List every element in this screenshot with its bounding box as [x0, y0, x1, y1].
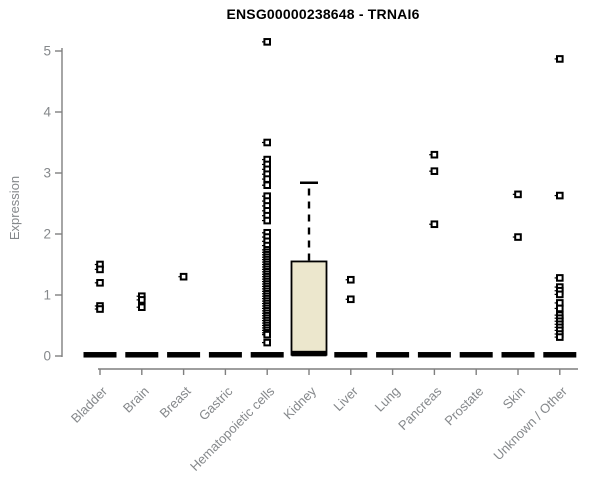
median-bar: [250, 352, 284, 358]
median-bar: [167, 352, 201, 358]
data-point: [514, 233, 522, 241]
data-point: [556, 290, 564, 299]
data-point: [556, 191, 564, 200]
x-tick-label: Lung: [372, 384, 403, 415]
data-point: [263, 138, 271, 147]
median-bar: [501, 352, 535, 358]
data-point: [556, 304, 564, 313]
data-point: [430, 150, 439, 159]
data-point: [556, 55, 564, 63]
data-point: [347, 295, 355, 304]
data-point: [514, 190, 522, 199]
y-tick-label: 3: [43, 166, 51, 181]
data-point: [430, 220, 439, 229]
data-point: [263, 338, 271, 347]
median-bar: [83, 352, 117, 358]
data-point: [263, 175, 271, 183]
x-tick-label: Bladder: [68, 383, 111, 426]
y-tick-label: 1: [43, 288, 51, 303]
median-bar: [543, 352, 577, 358]
box: [290, 260, 328, 356]
data-point: [96, 305, 104, 313]
box-median-line: [291, 350, 327, 357]
x-tick-label: Prostate: [441, 384, 486, 429]
median-bar: [459, 352, 493, 358]
y-tick-label: 2: [43, 227, 51, 242]
x-tick-label: Breast: [157, 383, 194, 420]
data-point: [556, 274, 564, 282]
data-point: [263, 181, 271, 189]
data-point: [263, 38, 271, 46]
data-point: [263, 216, 271, 225]
x-tick-label: Brain: [120, 384, 152, 416]
x-tick-label: Skin: [500, 384, 528, 412]
x-tick-label: Unknown / Other: [490, 383, 570, 463]
chart-title: ENSG00000238648 - TRNAI6: [226, 6, 420, 22]
x-tick-label: Kidney: [280, 383, 319, 422]
y-tick-label: 0: [43, 349, 51, 364]
x-tick-label: Gastric: [196, 383, 236, 423]
data-point: [430, 167, 439, 175]
data-point: [96, 265, 104, 274]
median-bar: [334, 352, 368, 358]
median-bar: [417, 352, 451, 358]
median-bar: [208, 352, 242, 358]
data-point: [138, 303, 146, 311]
median-bar: [125, 352, 159, 358]
y-tick-label: 4: [43, 105, 51, 120]
x-tick-label: Pancreas: [395, 383, 445, 433]
data-point: [347, 275, 355, 284]
data-point: [138, 296, 146, 304]
y-tick-label: 5: [43, 44, 51, 59]
data-point: [556, 333, 564, 341]
x-tick-label: Liver: [330, 383, 361, 414]
data-point: [179, 272, 188, 281]
data-point: [263, 330, 271, 339]
data-point: [96, 279, 104, 287]
median-bar: [376, 352, 410, 358]
